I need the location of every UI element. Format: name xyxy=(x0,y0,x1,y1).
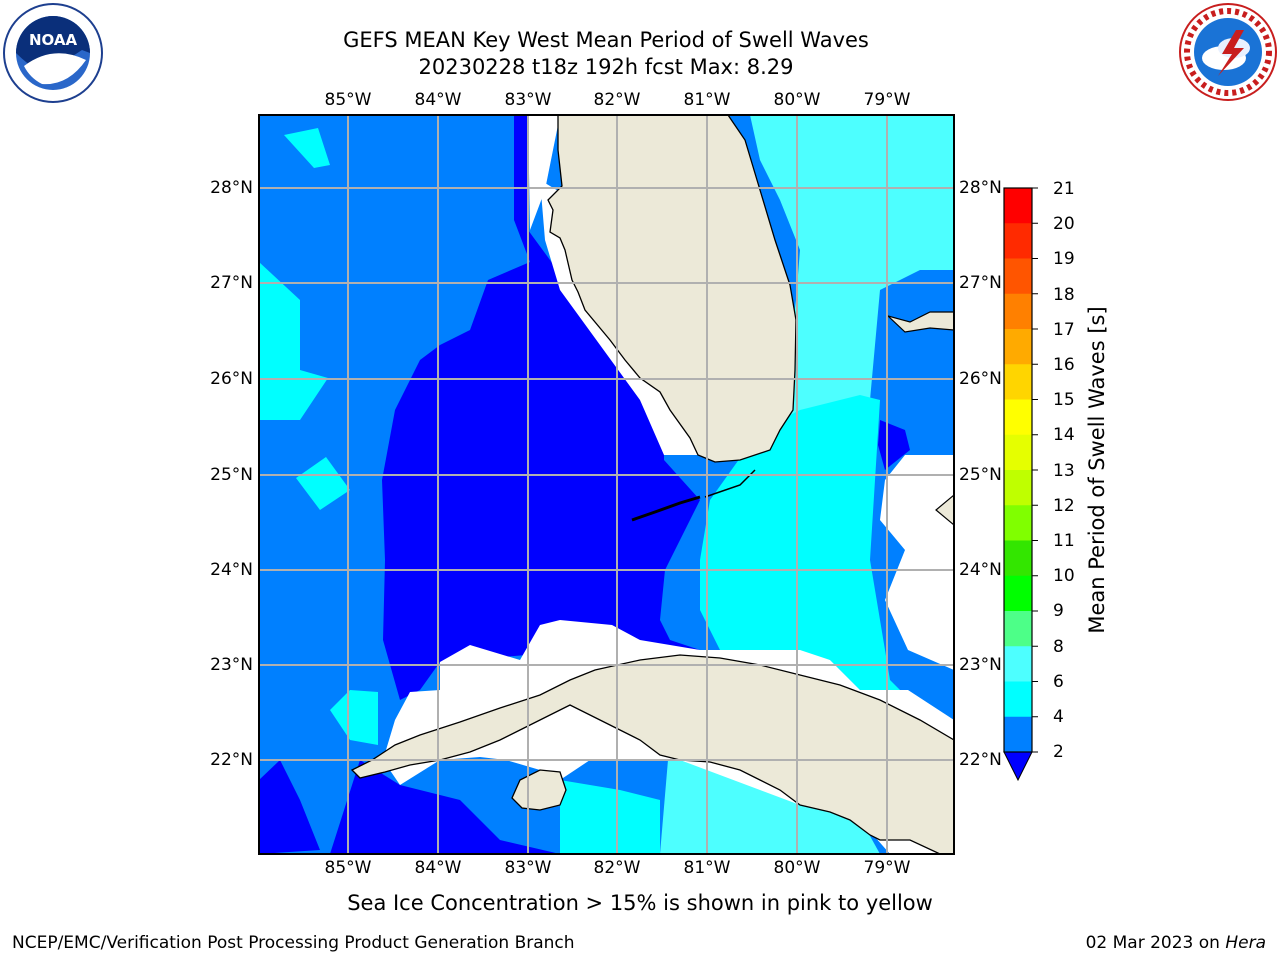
map-frame xyxy=(258,114,955,855)
colorbar-tick: 8 xyxy=(1053,637,1064,657)
colorbar-segment xyxy=(1004,646,1032,682)
lat-label-right: 25°N xyxy=(959,465,1002,485)
lat-label-left: 23°N xyxy=(210,655,253,675)
field-6-8s-atlantic xyxy=(750,115,954,420)
lat-label-left: 24°N xyxy=(210,560,253,580)
graticule xyxy=(259,115,954,854)
colorbar-frame xyxy=(1003,187,1033,753)
missing-bahamas xyxy=(880,455,954,670)
field-2-4s-sw xyxy=(259,760,320,854)
lat-label-right: 23°N xyxy=(959,655,1002,675)
colorbar-segment xyxy=(1004,575,1032,612)
field-cyan-sw xyxy=(330,690,378,745)
missing-fl-west xyxy=(528,115,560,230)
nws-logo xyxy=(1179,3,1277,101)
colorbar-tick: 4 xyxy=(1053,707,1064,727)
lat-label-left: 28°N xyxy=(210,178,253,198)
colorbar-segment xyxy=(1004,681,1032,718)
cuba-land xyxy=(350,654,954,854)
colorbar-segment xyxy=(1004,470,1032,506)
colorbar-segment xyxy=(1004,434,1032,471)
lon-label-bottom: 83°W xyxy=(504,858,552,878)
lon-label-bottom: 81°W xyxy=(683,858,731,878)
lon-label-bottom: 84°W xyxy=(414,858,462,878)
colorbar-segment xyxy=(1004,611,1032,647)
colorbar-tick: 14 xyxy=(1053,425,1075,445)
lon-label-top: 82°W xyxy=(593,90,641,110)
colorbar-segment xyxy=(1004,293,1032,330)
colorbar-tick: 12 xyxy=(1053,496,1075,516)
colorbar-tick: 16 xyxy=(1053,355,1075,375)
colorbar-segment xyxy=(1004,540,1032,577)
field-cyan-nw xyxy=(284,128,330,168)
lon-label-top: 83°W xyxy=(504,90,552,110)
andros-island xyxy=(935,494,954,526)
footer-date-text: 02 Mar 2023 on xyxy=(1085,933,1226,953)
colorbar-segment xyxy=(1004,364,1032,400)
chart-title: GEFS MEAN Key West Mean Period of Swell … xyxy=(343,28,869,52)
colorbar-tick: 17 xyxy=(1053,320,1075,340)
field-cyan-west xyxy=(259,262,328,420)
colorbar-tick: 21 xyxy=(1053,179,1075,199)
lat-label-left: 22°N xyxy=(210,750,253,770)
sea-ice-caption: Sea Ice Concentration > 15% is shown in … xyxy=(347,891,933,915)
lat-label-right: 27°N xyxy=(959,273,1002,293)
colorbar-tick: 2 xyxy=(1053,742,1064,762)
colorbar-tick: 10 xyxy=(1053,566,1075,586)
field-2-4s-gulf xyxy=(382,115,700,700)
lon-label-top: 79°W xyxy=(863,90,911,110)
field-cyan-mid xyxy=(296,457,350,510)
colorbar-tick: 18 xyxy=(1053,285,1075,305)
lat-label-left: 27°N xyxy=(210,273,253,293)
colorbar-label: Mean Period of Swell Waves [s] xyxy=(1085,306,1109,634)
colorbar-tick: 11 xyxy=(1053,531,1075,551)
lat-label-right: 26°N xyxy=(959,369,1002,389)
lat-label-right: 28°N xyxy=(959,178,1002,198)
colorbar-segment xyxy=(1004,399,1032,436)
colorbar-tick: 13 xyxy=(1053,461,1075,481)
colorbar-tick: 19 xyxy=(1053,249,1075,269)
colorbar-segment xyxy=(1004,223,1032,259)
colorbar-segment xyxy=(1004,329,1032,365)
colorbar-segment xyxy=(1004,505,1032,541)
colorbar-tick: 15 xyxy=(1053,390,1075,410)
grand-bahama xyxy=(887,311,954,333)
field-2-4s-south xyxy=(330,760,560,854)
colorbar xyxy=(1004,187,1038,753)
footer-branch: NCEP/EMC/Verification Post Processing Pr… xyxy=(12,933,575,953)
lon-label-top: 80°W xyxy=(773,90,821,110)
colorbar-segment xyxy=(1004,188,1032,224)
field-4-6s-straits xyxy=(700,395,900,690)
lon-label-top: 81°W xyxy=(683,90,731,110)
colorbar-tick: 9 xyxy=(1053,601,1064,621)
field-cyan-south2 xyxy=(560,780,660,854)
lon-label-bottom: 79°W xyxy=(863,858,911,878)
colorbar-tick: 20 xyxy=(1053,214,1075,234)
lat-label-left: 26°N xyxy=(210,369,253,389)
colorbar-tick: 6 xyxy=(1053,672,1064,692)
lon-label-bottom: 82°W xyxy=(593,858,641,878)
colorbar-segment xyxy=(1004,716,1032,753)
lat-label-right: 22°N xyxy=(959,750,1002,770)
lon-label-bottom: 80°W xyxy=(773,858,821,878)
chart-subtitle: 20230228 t18z 192h fcst Max: 8.29 xyxy=(418,55,794,79)
colorbar-segment xyxy=(1004,258,1032,295)
footer-host: Hera xyxy=(1225,933,1266,953)
noaa-logo-text: NOAA xyxy=(29,31,78,49)
lat-label-right: 24°N xyxy=(959,560,1002,580)
florida-keys xyxy=(631,495,701,522)
noaa-logo: NOAA xyxy=(3,3,103,103)
lon-label-bottom: 85°W xyxy=(324,858,372,878)
lon-label-top: 85°W xyxy=(324,90,372,110)
florida-land xyxy=(547,115,797,463)
footer-date: 02 Mar 2023 on Hera xyxy=(1086,933,1266,953)
lat-label-left: 25°N xyxy=(210,465,253,485)
lon-label-top: 84°W xyxy=(414,90,462,110)
